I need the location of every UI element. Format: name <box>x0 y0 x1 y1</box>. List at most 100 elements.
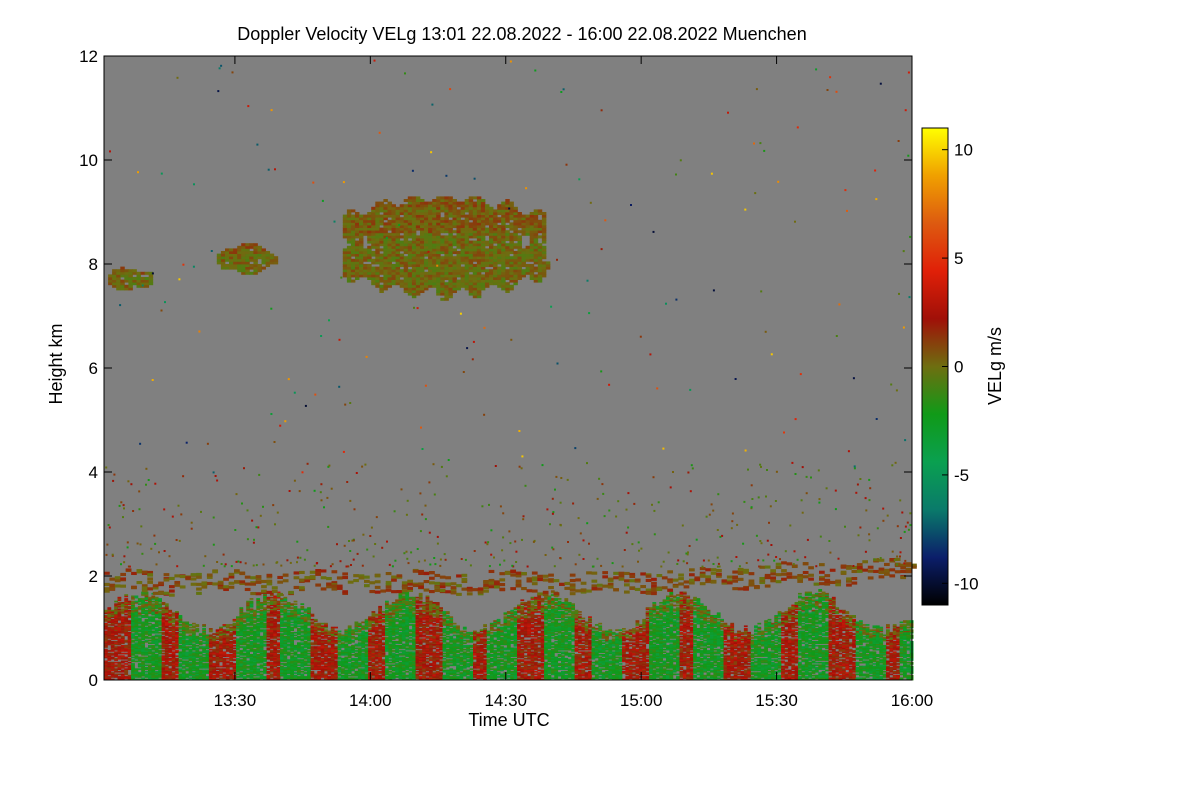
velocity-cell <box>388 635 393 638</box>
velocity-cell <box>435 655 440 657</box>
velocity-cell <box>171 654 176 656</box>
velocity-cell <box>263 657 267 660</box>
velocity-cell <box>269 615 274 617</box>
velocity-cell <box>398 668 403 670</box>
velocity-cell <box>280 673 284 676</box>
velocity-cell <box>266 613 271 616</box>
velocity-cell <box>144 630 149 633</box>
velocity-cell <box>110 628 115 630</box>
velocity-cell <box>473 634 477 637</box>
velocity-cell <box>124 609 129 612</box>
velocity-cell <box>232 663 237 665</box>
velocity-cell <box>378 656 382 659</box>
velocity-cell <box>357 638 362 641</box>
velocity-cell <box>445 655 450 657</box>
velocity-cell <box>313 628 318 630</box>
velocity-cell <box>337 660 342 663</box>
velocity-cell <box>408 615 413 617</box>
velocity-cell <box>385 604 389 607</box>
velocity-cell <box>354 673 359 676</box>
velocity-cell <box>405 641 410 643</box>
velocity-cell <box>412 654 416 656</box>
velocity-cell <box>391 617 396 620</box>
velocity-cell <box>405 639 410 642</box>
velocity-cell <box>401 656 406 659</box>
velocity-cell <box>479 639 484 642</box>
velocity-cell <box>364 625 369 628</box>
velocity-cell <box>293 621 298 624</box>
velocity-cell <box>154 676 159 678</box>
velocity-cell <box>381 647 386 650</box>
velocity-cell <box>388 677 393 680</box>
velocity-cell <box>388 641 393 643</box>
velocity-cell <box>202 669 206 672</box>
velocity-cell <box>425 622 430 625</box>
velocity-cell <box>259 674 264 677</box>
velocity-cell <box>324 635 328 638</box>
velocity-cell <box>398 594 403 596</box>
velocity-cell <box>297 664 301 667</box>
velocity-cell <box>395 657 399 660</box>
velocity-cell <box>269 628 274 630</box>
velocity-cell <box>401 607 406 609</box>
velocity-cell <box>137 639 142 642</box>
velocity-cell <box>341 670 345 673</box>
velocity-cell <box>158 600 162 603</box>
velocity-cell <box>401 643 406 646</box>
velocity-cell <box>164 625 169 628</box>
velocity-cell <box>432 644 437 647</box>
velocity-cell <box>164 657 169 660</box>
velocity-cell <box>208 668 213 670</box>
velocity-cell <box>445 673 450 676</box>
velocity-cell <box>246 631 250 634</box>
velocity-cell <box>418 628 423 630</box>
velocity-cell <box>266 618 271 621</box>
velocity-cell <box>341 638 345 641</box>
velocity-cell <box>124 670 129 673</box>
velocity-cell <box>236 668 240 670</box>
velocity-cell <box>198 647 203 650</box>
velocity-cell <box>259 677 264 680</box>
velocity-cell <box>422 604 426 607</box>
velocity-cell <box>246 667 250 669</box>
velocity-cell <box>445 638 450 641</box>
velocity-cell <box>398 652 403 655</box>
velocity-cell <box>259 629 264 631</box>
velocity-cell <box>381 668 386 670</box>
velocity-cell <box>195 676 200 678</box>
velocity-cell <box>114 638 118 641</box>
velocity-cell <box>385 664 389 667</box>
velocity-cell <box>476 665 481 668</box>
velocity-cell <box>158 621 162 624</box>
velocity-cell <box>412 642 416 644</box>
velocity-cell <box>242 652 247 655</box>
velocity-cell <box>154 674 159 677</box>
velocity-cell <box>354 647 359 650</box>
velocity-cell <box>334 651 338 654</box>
velocity-cell <box>297 609 301 612</box>
velocity-cell <box>273 656 278 659</box>
velocity-cell <box>178 652 183 655</box>
velocity-cell <box>104 637 108 639</box>
velocity-cell <box>114 600 118 603</box>
velocity-cell <box>449 661 454 664</box>
velocity-cell <box>425 617 430 620</box>
velocity-cell <box>168 634 173 637</box>
velocity-cell <box>307 631 311 634</box>
velocity-cell <box>137 644 142 647</box>
velocity-cell <box>137 621 142 624</box>
velocity-cell <box>110 629 115 631</box>
velocity-cell <box>124 611 129 613</box>
velocity-cell <box>246 604 250 607</box>
velocity-cell <box>347 674 352 677</box>
velocity-cell <box>141 641 145 643</box>
velocity-cell <box>202 637 206 639</box>
velocity-cell <box>307 669 311 672</box>
velocity-cell <box>418 663 423 665</box>
velocity-cell <box>398 650 403 652</box>
velocity-cell <box>347 660 352 663</box>
velocity-cell <box>293 603 298 605</box>
velocity-cell <box>395 600 399 603</box>
velocity-cell <box>151 659 156 661</box>
velocity-cell <box>401 665 406 668</box>
